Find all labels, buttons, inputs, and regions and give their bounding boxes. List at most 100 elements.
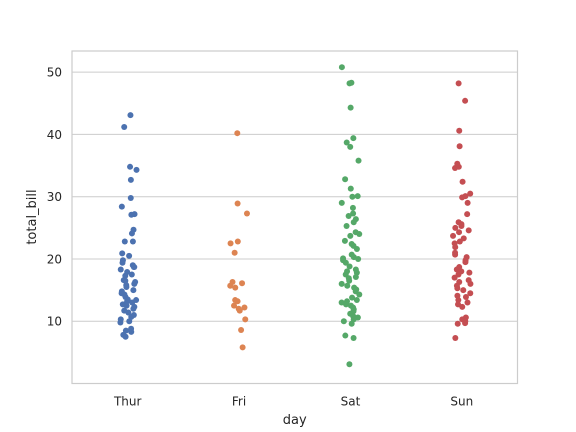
data-point-fri: [242, 316, 249, 323]
data-point-sat: [355, 255, 362, 262]
data-point-sun: [456, 143, 463, 150]
data-point-thur: [121, 123, 128, 130]
data-point-thur: [131, 280, 138, 287]
data-point-fri: [239, 280, 246, 287]
data-point-thur: [128, 211, 135, 218]
x-tick-labels: Thur Fri Sat Sun: [113, 395, 473, 409]
data-point-sat: [353, 297, 360, 304]
data-point-fri: [234, 238, 241, 245]
data-point-sun: [459, 178, 466, 185]
data-point-thur: [130, 264, 137, 271]
data-point-thur: [130, 287, 137, 294]
data-point-sat: [353, 246, 360, 253]
data-point-sun: [462, 259, 469, 266]
data-point-sat: [350, 135, 357, 142]
data-point-sat: [347, 143, 354, 150]
data-point-fri: [234, 298, 241, 305]
data-point-thur: [127, 112, 134, 119]
data-point-sat: [344, 282, 351, 289]
data-point-fri: [234, 130, 241, 137]
data-point-sat: [348, 320, 355, 327]
data-point-thur: [123, 283, 130, 290]
data-point-thur: [119, 259, 126, 266]
data-point-thur: [127, 194, 134, 201]
data-point-thur: [126, 318, 133, 325]
data-point-sun: [462, 320, 469, 327]
data-point-sun: [454, 285, 461, 292]
data-point-thur: [128, 230, 135, 237]
y-axis-label: total_bill: [25, 189, 40, 244]
data-point-sat: [338, 64, 345, 71]
data-point-sun: [462, 97, 469, 104]
data-point-sun: [451, 274, 458, 281]
data-point-fri: [227, 240, 234, 247]
data-point-sat: [350, 219, 357, 226]
data-point-sat: [346, 361, 353, 368]
data-point-sun: [455, 297, 462, 304]
data-point-sat: [342, 176, 349, 183]
data-point-fri: [238, 326, 245, 333]
data-point-sat: [346, 277, 353, 284]
data-point-sun: [450, 232, 457, 239]
y-tick-label: 50: [47, 66, 62, 80]
data-point-sat: [346, 80, 353, 87]
data-point-sun: [459, 303, 466, 310]
data-point-thur: [119, 250, 126, 257]
data-point-thur: [130, 305, 137, 312]
x-tick-label: Sun: [450, 395, 473, 409]
data-point-sun: [467, 190, 474, 197]
data-point-thur: [126, 252, 133, 259]
data-point-sat: [355, 157, 362, 164]
data-point-sun: [465, 227, 472, 234]
data-point-sat: [350, 335, 357, 342]
x-tick-label: Sat: [341, 395, 361, 409]
data-point-fri: [232, 284, 239, 291]
data-point-thur: [117, 319, 124, 326]
data-point-sun: [452, 165, 459, 172]
y-tick-labels: 10 20 30 40 50: [47, 66, 62, 329]
data-point-sat: [343, 301, 350, 308]
x-tick-label: Thur: [113, 395, 142, 409]
data-point-sun: [452, 251, 459, 258]
data-point-sun: [460, 287, 467, 294]
data-point-thur: [129, 238, 136, 245]
data-point-sun: [464, 299, 471, 306]
y-tick-label: 10: [47, 315, 62, 329]
data-point-thur: [118, 203, 125, 210]
data-point-sat: [343, 139, 350, 146]
data-point-sun: [452, 335, 459, 342]
data-point-thur: [122, 333, 129, 340]
data-point-thur: [127, 176, 134, 183]
data-point-thur: [124, 298, 131, 305]
data-point-sun: [452, 224, 459, 231]
data-point-sun: [456, 229, 463, 236]
data-point-sat: [347, 232, 354, 239]
data-point-sat: [342, 259, 349, 266]
data-points: [117, 64, 474, 368]
data-point-sun: [456, 127, 463, 134]
data-point-thur: [117, 266, 124, 273]
data-point-sat: [349, 294, 356, 301]
x-tick-label: Fri: [232, 395, 246, 409]
data-point-fri: [239, 344, 246, 351]
y-tick-label: 30: [47, 190, 62, 204]
data-point-fri: [231, 249, 238, 256]
data-point-sat: [338, 280, 345, 287]
data-point-sat: [342, 332, 349, 339]
data-point-sun: [458, 222, 465, 229]
data-point-thur: [128, 271, 135, 278]
data-point-sat: [343, 222, 350, 229]
data-point-sat: [352, 274, 359, 281]
data-point-fri: [234, 200, 241, 207]
data-point-sat: [350, 210, 357, 217]
data-point-sun: [455, 80, 462, 87]
data-point-fri: [231, 302, 238, 309]
data-point-fri: [241, 304, 248, 311]
data-point-sun: [464, 211, 471, 218]
data-point-thur: [127, 163, 134, 170]
data-point-sun: [467, 280, 474, 287]
data-point-sat: [347, 104, 354, 111]
grid-lines: [72, 71, 518, 322]
data-point-fri: [227, 282, 234, 289]
data-point-sun: [452, 244, 459, 251]
